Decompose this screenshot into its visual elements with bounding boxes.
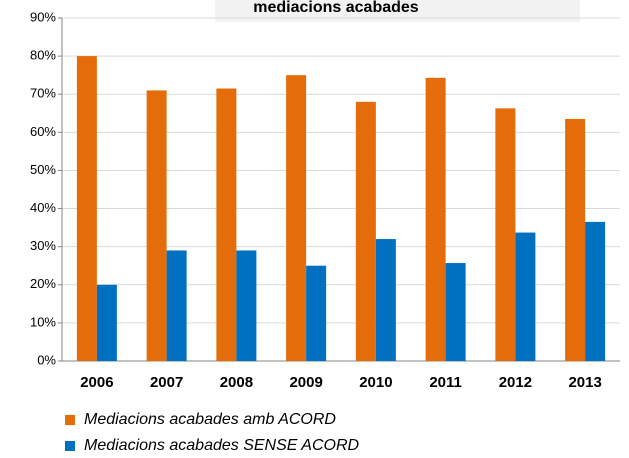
- bar: [515, 232, 536, 361]
- chart-title: mediacions acabades: [253, 0, 419, 16]
- legend-label: Mediacions acabades amb ACORD: [84, 411, 336, 428]
- bar: [445, 263, 466, 361]
- bar: [76, 56, 97, 361]
- x-tick-label: 2013: [568, 374, 601, 391]
- x-tick-label: 2011: [429, 374, 462, 391]
- y-tick-label: 80%: [30, 48, 56, 63]
- bar: [306, 265, 327, 361]
- bar: [146, 90, 167, 362]
- y-tick-label: 50%: [30, 162, 56, 177]
- legend-swatch: [65, 441, 75, 451]
- y-tick-label: 30%: [30, 238, 56, 253]
- y-tick-label: 10%: [30, 314, 56, 329]
- legend-label: Mediacions acabades SENSE ACORD: [84, 437, 360, 454]
- bar: [565, 118, 586, 361]
- bar: [216, 88, 237, 361]
- x-tick-label: 2007: [150, 374, 183, 391]
- x-tick-label: 2010: [359, 374, 392, 391]
- x-tick-label: 2006: [80, 374, 113, 391]
- y-tick-label: 90%: [30, 9, 56, 24]
- bar: [355, 101, 376, 361]
- bar: [495, 108, 516, 361]
- x-tick-label: 2008: [220, 374, 253, 391]
- x-tick-label: 2009: [289, 374, 322, 391]
- bar: [375, 239, 396, 361]
- y-tick-label: 70%: [30, 86, 56, 101]
- y-tick-label: 0%: [37, 352, 56, 367]
- bar: [585, 221, 606, 361]
- y-tick-label: 20%: [30, 276, 56, 291]
- bar: [96, 284, 117, 361]
- legend-swatch: [65, 415, 75, 425]
- bar: [425, 77, 446, 361]
- title-box: [215, 0, 580, 22]
- y-tick-label: 40%: [30, 200, 56, 215]
- x-tick-label: 2012: [499, 374, 532, 391]
- bar: [236, 250, 257, 361]
- bar: [166, 250, 187, 361]
- bar: [286, 75, 307, 362]
- y-tick-label: 60%: [30, 124, 56, 139]
